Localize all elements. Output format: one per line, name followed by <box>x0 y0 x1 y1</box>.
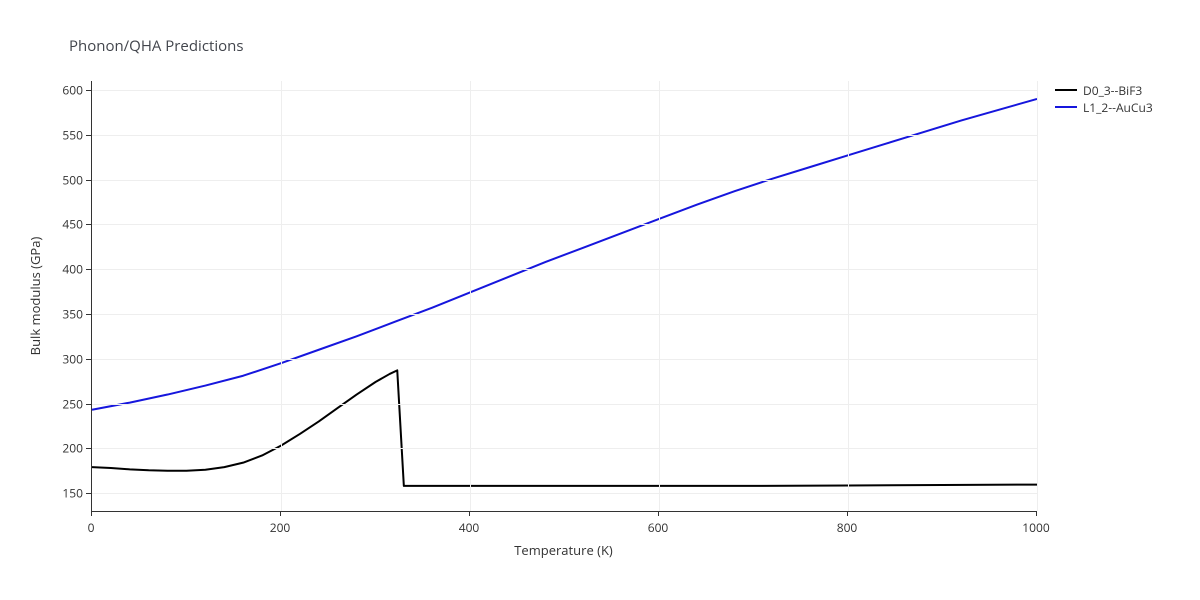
series-line <box>92 99 1037 410</box>
y-tick-label: 600 <box>62 81 83 98</box>
x-tick-label: 1000 <box>1022 519 1049 536</box>
y-tick-label: 550 <box>62 126 83 143</box>
gridline-h <box>92 224 1037 225</box>
x-tick <box>658 511 659 516</box>
y-tick <box>86 180 91 181</box>
y-tick <box>86 448 91 449</box>
y-tick-label: 200 <box>62 440 83 457</box>
x-tick-label: 400 <box>459 519 480 536</box>
gridline-v <box>848 81 849 511</box>
y-tick-label: 400 <box>62 261 83 278</box>
y-tick-label: 450 <box>62 216 83 233</box>
y-tick <box>86 269 91 270</box>
y-tick-label: 150 <box>62 485 83 502</box>
y-tick <box>86 135 91 136</box>
y-tick <box>86 224 91 225</box>
legend-label: L1_2--AuCu3 <box>1083 99 1153 116</box>
y-tick-label: 500 <box>62 171 83 188</box>
series-line <box>92 370 1037 486</box>
legend: D0_3--BiF3L1_2--AuCu3 <box>1055 82 1153 116</box>
plot-area <box>91 81 1037 512</box>
gridline-v <box>470 81 471 511</box>
legend-swatch <box>1055 106 1077 108</box>
y-tick <box>86 359 91 360</box>
legend-swatch <box>1055 89 1077 91</box>
x-tick <box>469 511 470 516</box>
x-tick <box>1036 511 1037 516</box>
series-svg <box>92 81 1037 511</box>
gridline-v <box>659 81 660 511</box>
x-tick-label: 200 <box>270 519 291 536</box>
gridline-h <box>92 359 1037 360</box>
y-tick <box>86 314 91 315</box>
x-axis-label: Temperature (K) <box>514 541 613 559</box>
x-tick-label: 0 <box>88 519 95 536</box>
y-axis-label: Bulk modulus (GPa) <box>26 237 44 356</box>
chart-container: Phonon/QHA Predictions Temperature (K) B… <box>0 0 1200 600</box>
x-tick <box>847 511 848 516</box>
x-tick <box>280 511 281 516</box>
gridline-h <box>92 493 1037 494</box>
gridline-h <box>92 90 1037 91</box>
y-tick <box>86 493 91 494</box>
gridline-h <box>92 135 1037 136</box>
gridline-h <box>92 404 1037 405</box>
gridline-h <box>92 269 1037 270</box>
gridline-v <box>1037 81 1038 511</box>
y-tick-label: 250 <box>62 395 83 412</box>
x-tick-label: 600 <box>648 519 669 536</box>
y-tick-label: 300 <box>62 350 83 367</box>
gridline-h <box>92 314 1037 315</box>
legend-item[interactable]: L1_2--AuCu3 <box>1055 99 1153 115</box>
x-tick-label: 800 <box>837 519 858 536</box>
y-tick <box>86 90 91 91</box>
gridline-v <box>281 81 282 511</box>
x-tick <box>91 511 92 516</box>
chart-title: Phonon/QHA Predictions <box>69 36 244 56</box>
y-tick <box>86 404 91 405</box>
legend-label: D0_3--BiF3 <box>1083 82 1142 99</box>
gridline-h <box>92 448 1037 449</box>
gridline-h <box>92 180 1037 181</box>
legend-item[interactable]: D0_3--BiF3 <box>1055 82 1153 98</box>
y-tick-label: 350 <box>62 305 83 322</box>
